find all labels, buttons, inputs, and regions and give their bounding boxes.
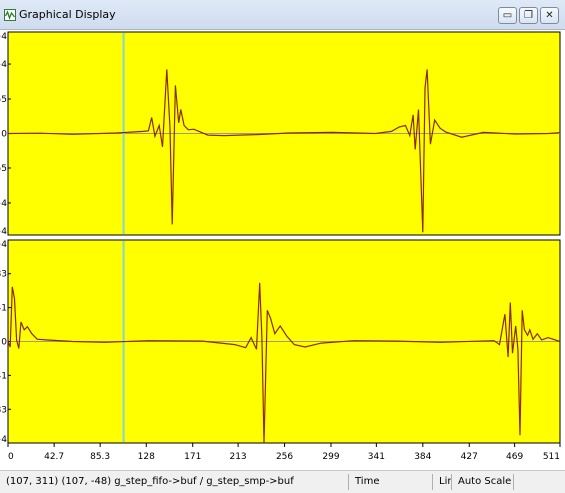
y-tick-label: 4341: [0, 304, 7, 314]
scale-mode[interactable]: Lin: [435, 474, 452, 490]
left-gutter: [0, 30, 8, 470]
signal-trace-lower: [7, 282, 561, 444]
x-tick-label: 171: [184, 452, 201, 462]
y-tick-label: 1.3e+4: [0, 60, 7, 70]
y-tick-label: 6455: [0, 95, 7, 105]
x-tick-label: 0: [8, 452, 14, 462]
y-tick-label: -1.3e+4: [0, 435, 7, 445]
cursor-readout: (107, 311) (107, -48) g_step_fifo->buf /…: [2, 474, 349, 490]
graph-svg[interactable]: 1.9e+4 1.3e+4 6455 0 -6455 -1.3e+4 -1.9e+4 1.3e…: [0, 30, 565, 470]
x-tick-label: 384: [414, 452, 431, 462]
y-tick-label: -1.3e+4: [0, 199, 7, 209]
restore-button[interactable]: ❐: [519, 7, 538, 24]
x-tick-label: 427: [461, 452, 478, 462]
close-button[interactable]: ✕: [540, 7, 559, 24]
y-tick-label: -1.9e+4: [0, 227, 7, 237]
title-bar: Graphical Display ▭ ❐ ✕: [0, 0, 565, 30]
x-tick-label: 85.3: [90, 452, 110, 462]
y-tick-label: -4341: [0, 371, 7, 381]
y-tick-label: 1.9e+4: [0, 32, 7, 42]
y-tick-label: -6455: [0, 164, 7, 174]
x-tick-label: 469: [506, 452, 523, 462]
y-tick-label: 1.3e+4: [0, 240, 7, 250]
status-bar: (107, 311) (107, -48) g_step_fifo->buf /…: [0, 470, 565, 493]
y-tick-label: -8683: [0, 405, 7, 415]
status-extra: [516, 474, 563, 490]
x-tick-label: 128: [138, 452, 155, 462]
graph-app-icon: [4, 9, 16, 21]
y-tick-label: 0: [1, 338, 7, 348]
y-tick-label: 8683: [0, 270, 7, 280]
x-tick-label: 299: [322, 452, 339, 462]
x-tick-label: 341: [368, 452, 385, 462]
graph-display-area[interactable]: 1.9e+4 1.3e+4 6455 0 -6455 -1.3e+4 -1.9e+4 1.3e…: [0, 30, 565, 470]
axis-label: Time: [351, 474, 433, 490]
auto-scale-toggle[interactable]: Auto Scale: [454, 474, 514, 490]
y-tick-label: 0: [1, 130, 7, 140]
signal-trace-upper: [7, 69, 561, 233]
x-tick-label: 256: [276, 452, 293, 462]
minimize-button[interactable]: ▭: [498, 7, 517, 24]
x-tick-label: 511: [543, 452, 560, 462]
x-tick-label: 213: [229, 452, 246, 462]
window-title: Graphical Display: [19, 8, 116, 21]
x-tick-label: 42.7: [44, 452, 64, 462]
